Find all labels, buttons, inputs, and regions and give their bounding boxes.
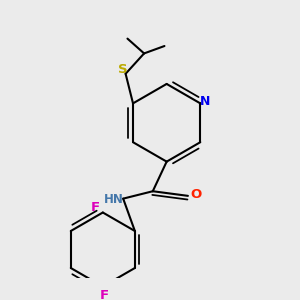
Text: N: N (200, 95, 210, 108)
Text: S: S (118, 63, 128, 76)
Text: O: O (190, 188, 202, 201)
Text: F: F (100, 289, 109, 300)
Text: HN: HN (104, 193, 124, 206)
Text: F: F (91, 201, 100, 214)
